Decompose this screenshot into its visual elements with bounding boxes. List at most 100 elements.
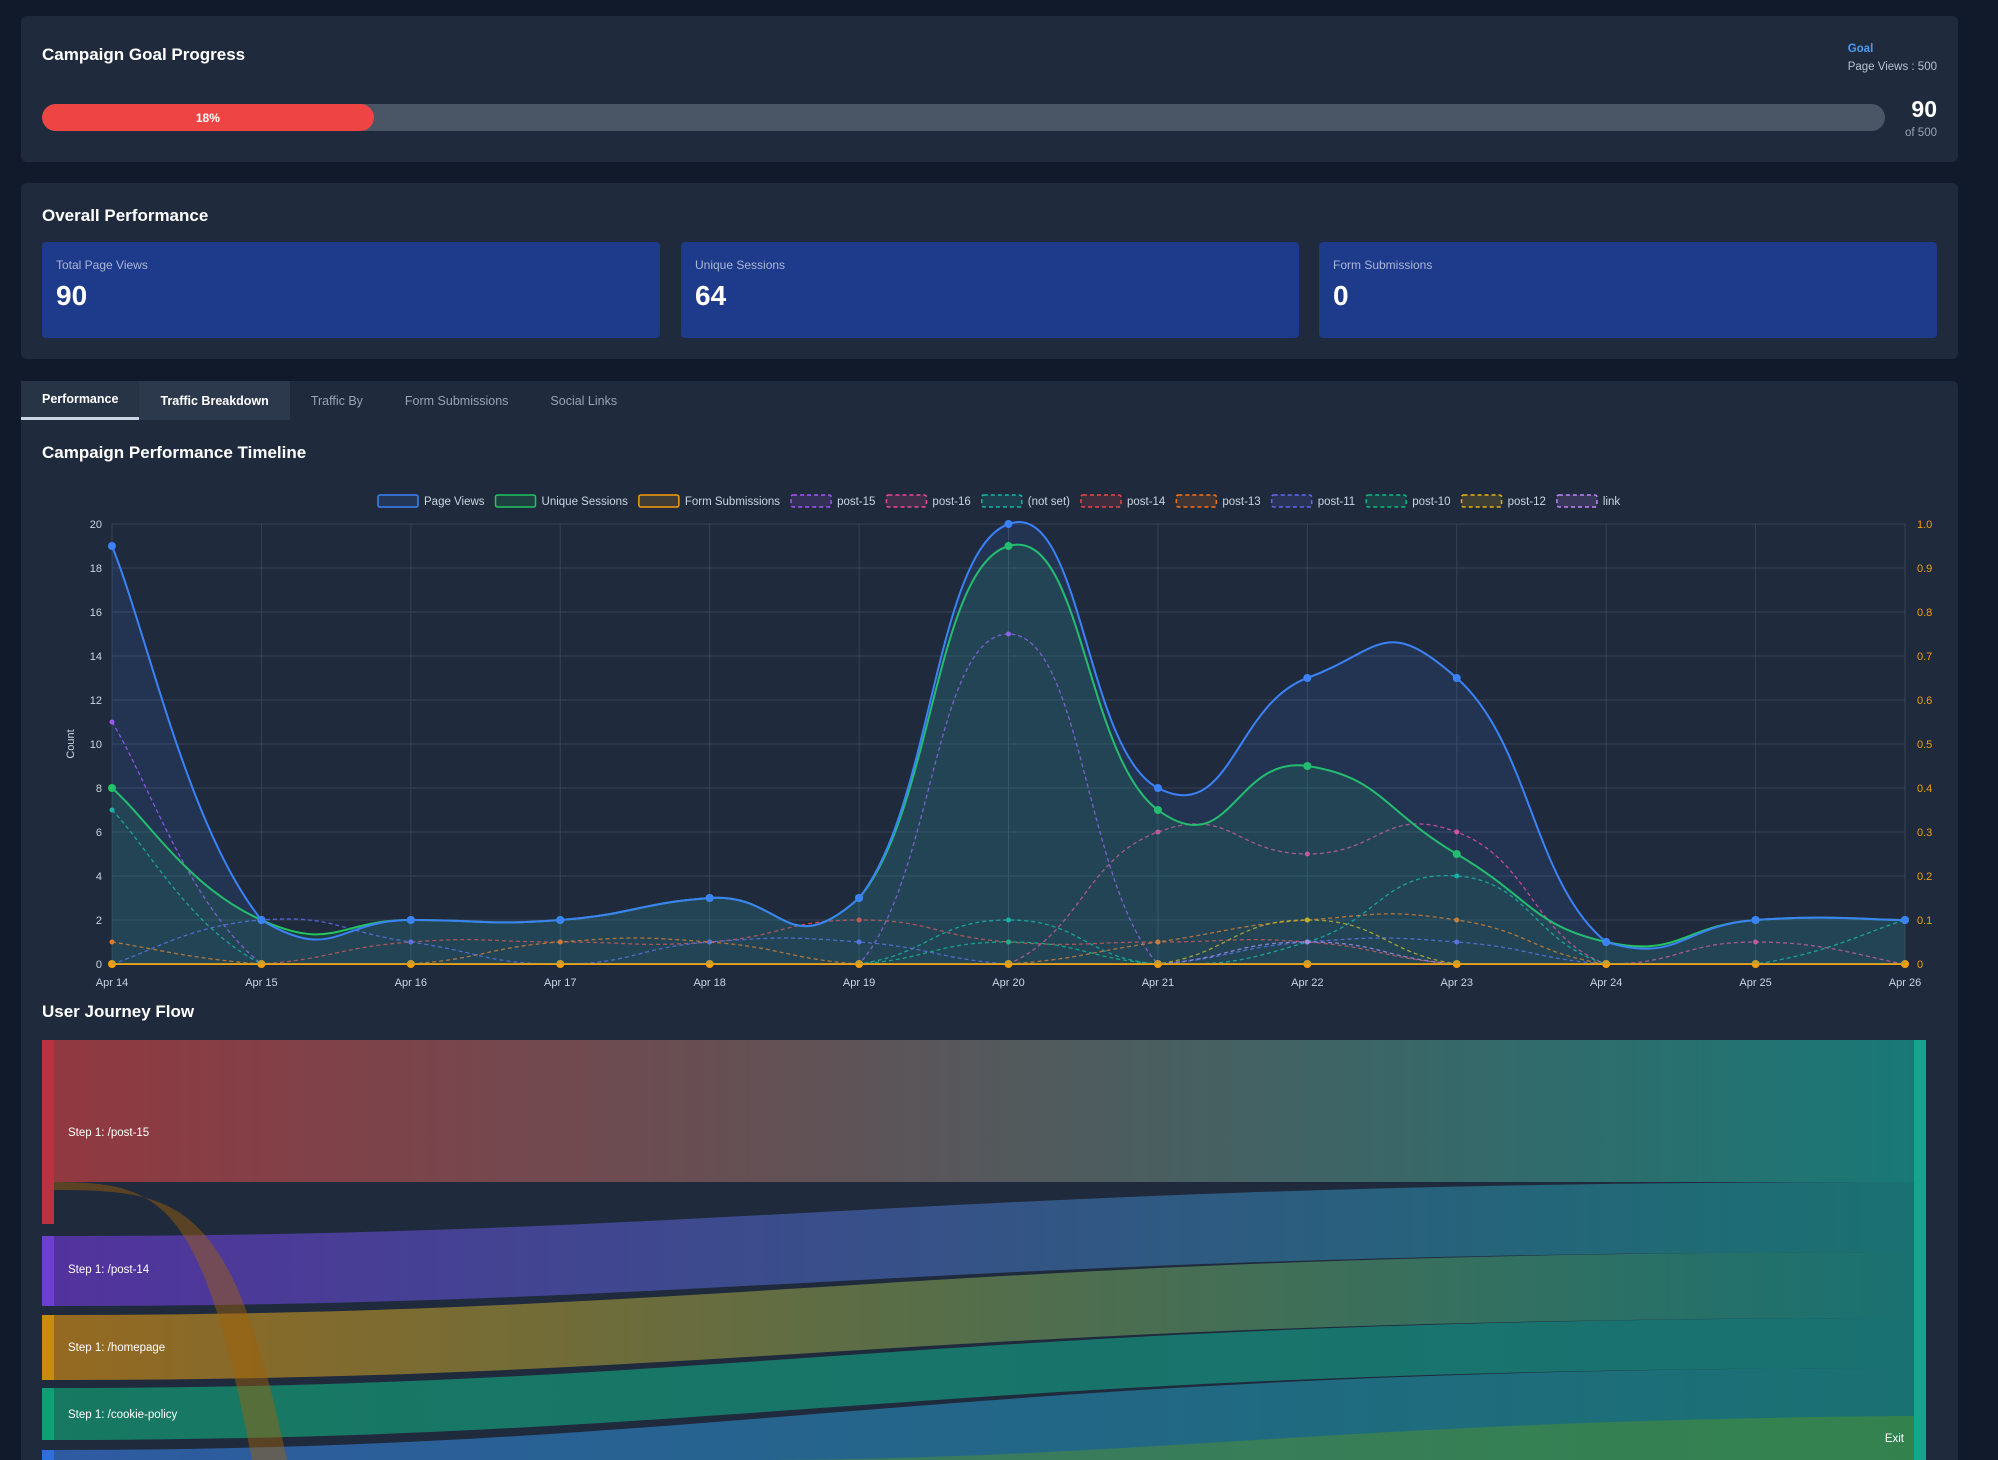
data-point-forms[interactable] [1602,960,1611,968]
data-point-page_views[interactable] [556,916,565,924]
data-point-post13[interactable] [1454,917,1460,923]
data-point-sessions[interactable] [1303,762,1312,770]
data-point-post14[interactable] [856,917,862,923]
data-point-page_views[interactable] [1004,520,1013,528]
tab-performance[interactable]: Performance [21,381,140,420]
data-point-forms[interactable] [1751,960,1760,968]
data-point-page_views[interactable] [1452,674,1461,682]
data-point-page_views[interactable] [108,542,116,550]
data-point-forms[interactable] [705,960,714,968]
y-tick-label: 16 [90,607,102,619]
data-point-sessions[interactable] [1153,806,1162,814]
legend-swatch-forms [638,494,680,508]
goal-meta: Goal Page Views : 500 [1848,40,1937,76]
sankey-link [54,1368,1914,1460]
x-tick-label: Apr 26 [1889,977,1921,989]
tab-social-links[interactable]: Social Links [550,393,618,408]
legend-swatch-post15 [790,494,832,508]
data-point-link[interactable] [1304,939,1310,945]
sankey-node[interactable] [42,1236,54,1306]
stat-card-sessions: Unique Sessions 64 [681,242,1299,338]
data-point-post13[interactable] [109,939,115,945]
data-point-forms[interactable] [1452,960,1461,968]
y2-tick-label: 0.7 [1917,651,1932,663]
data-point-page_views[interactable] [1901,916,1909,924]
sankey-link [54,1318,1914,1440]
data-point-post13[interactable] [557,939,563,945]
data-point-forms[interactable] [406,960,415,968]
legend-swatch-page_views [377,494,419,508]
legend-swatch-post10 [1365,494,1407,508]
data-point-post16[interactable] [1753,939,1759,945]
stat-value: 0 [1333,280,1349,311]
legend-label-post14[interactable]: post-14 [1127,496,1166,508]
legend-label-page_views[interactable]: Page Views [424,496,485,508]
y2-tick-label: 0.2 [1917,871,1932,883]
legend-label-post11[interactable]: post-11 [1318,496,1356,508]
x-tick-label: Apr 24 [1590,977,1622,989]
data-point-notset[interactable] [109,807,115,813]
data-point-page_views[interactable] [855,894,864,902]
goal-current: 90 [1911,96,1937,122]
series-area-sessions [112,544,1905,964]
data-point-post11[interactable] [856,939,862,945]
sankey-node[interactable] [42,1040,54,1224]
data-point-forms[interactable] [1153,960,1162,968]
legend-swatch-post11 [1270,494,1313,508]
sankey-link [54,1040,1914,1182]
data-point-page_views[interactable] [406,916,415,924]
data-point-page_views[interactable] [1303,674,1312,682]
data-point-post13[interactable] [1155,939,1161,945]
sankey-node[interactable] [42,1450,54,1460]
campaign-goal-panel: Campaign Goal Progress Goal Page Views :… [21,16,1958,162]
data-point-forms[interactable] [1303,960,1312,968]
legend-label-post15[interactable]: post-15 [837,496,875,508]
data-point-sessions[interactable] [1452,850,1461,858]
legend-label-post12[interactable]: post-12 [1508,496,1546,508]
data-point-post16[interactable] [1304,851,1310,857]
data-point-sessions[interactable] [1004,542,1013,550]
data-point-page_views[interactable] [705,894,714,902]
legend-label-sessions[interactable]: Unique Sessions [542,496,629,508]
data-point-post12[interactable] [1304,917,1310,923]
y-tick-label: 14 [90,651,102,663]
data-point-page_views[interactable] [1751,916,1760,924]
data-point-post11[interactable] [408,939,414,945]
legend-label-post13[interactable]: post-13 [1222,496,1260,508]
legend-label-post16[interactable]: post-16 [932,496,970,508]
data-point-post16[interactable] [1155,829,1161,835]
y2-tick-label: 0.8 [1917,607,1932,619]
data-point-page_views[interactable] [257,916,266,924]
data-point-page_views[interactable] [1153,784,1162,792]
stat-value: 90 [56,280,88,311]
data-point-forms[interactable] [108,960,116,968]
data-point-notset[interactable] [1454,873,1460,879]
tab-traffic-by[interactable]: Traffic By [310,393,363,408]
data-point-post11[interactable] [1454,939,1460,945]
sankey-node[interactable] [42,1315,54,1380]
tab-traffic-breakdown[interactable]: Traffic Breakdown [139,381,290,420]
tab-form-submissions[interactable]: Form Submissions [404,393,509,408]
data-point-forms[interactable] [1004,960,1013,968]
sankey-node[interactable] [1914,1040,1926,1460]
data-point-post16[interactable] [1454,829,1460,835]
data-point-forms[interactable] [556,960,565,968]
sankey-node-label: Step 1: /homepage [68,1342,165,1354]
data-point-forms[interactable] [257,960,266,968]
sankey-node[interactable] [42,1388,54,1440]
data-point-post10[interactable] [1006,939,1011,945]
data-point-sessions[interactable] [108,784,116,792]
data-point-page_views[interactable] [1602,938,1611,946]
journey-sankey: Step 1: /post-15 Step 1: /post-14 Step 1… [42,1040,1935,1460]
legend-label-link[interactable]: link [1603,496,1621,508]
data-point-notset[interactable] [1006,917,1011,923]
data-point-post15[interactable] [1006,631,1011,637]
sankey-node-label: Step 1: /cookie-policy [68,1409,178,1421]
legend-label-forms[interactable]: Form Submissions [685,496,780,508]
legend-label-post10[interactable]: post-10 [1412,496,1450,508]
data-point-forms[interactable] [1901,960,1909,968]
data-point-post11[interactable] [707,939,713,945]
data-point-post15[interactable] [109,719,115,725]
data-point-forms[interactable] [855,960,864,968]
legend-label-notset[interactable]: (not set) [1028,496,1070,508]
